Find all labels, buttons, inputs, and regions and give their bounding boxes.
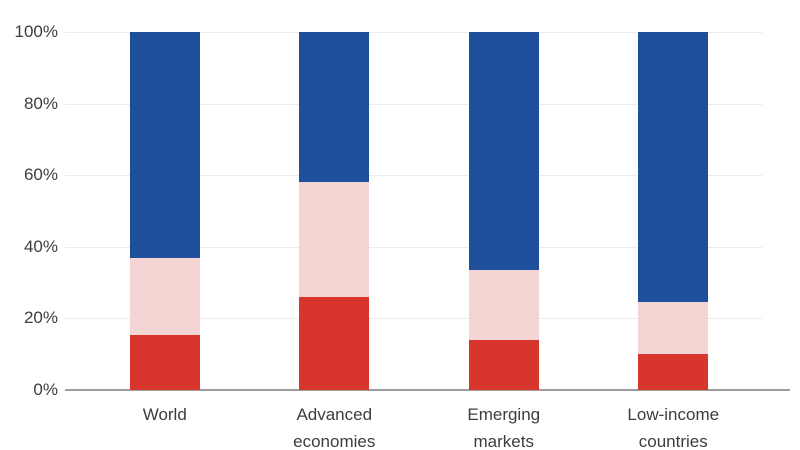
y-tick-20: 20% <box>23 308 58 328</box>
y-tick-60: 60% <box>23 165 58 185</box>
x-label-emerging-markets: Emerging markets <box>467 405 541 450</box>
bar-column-3 <box>589 32 759 390</box>
pink-middle-segment <box>299 182 370 297</box>
bar-column-0 <box>80 32 250 390</box>
x-label-advanced-economies: Advanced economies <box>293 405 376 450</box>
bar-column-2 <box>419 32 589 390</box>
plot-area <box>65 32 790 391</box>
blue-top-segment <box>468 32 539 271</box>
y-axis: 100% 80% 60% 40% 20% 0% <box>0 22 58 399</box>
y-tick-0: 0% <box>33 380 58 399</box>
stacked-bar <box>299 32 370 390</box>
gridline-80 <box>65 103 762 105</box>
stacked-bar <box>129 32 200 390</box>
gridline-100 <box>65 32 762 33</box>
bar-column-1 <box>250 32 420 390</box>
stacked-bar <box>468 32 539 390</box>
red-bottom-segment <box>638 354 709 390</box>
red-bottom-segment <box>129 334 200 390</box>
x-label-low-income-countries: Low-income countries <box>627 405 720 450</box>
pink-middle-segment <box>129 257 200 335</box>
x-axis-baseline <box>65 389 790 391</box>
gridline-40 <box>65 246 762 248</box>
gridline-60 <box>65 175 762 177</box>
y-tick-80: 80% <box>23 93 58 113</box>
red-bottom-segment <box>468 339 539 390</box>
blue-top-segment <box>129 32 200 258</box>
gridline-20 <box>65 318 762 320</box>
pink-middle-segment <box>468 270 539 340</box>
pink-middle-segment <box>638 302 709 355</box>
stacked-bar <box>638 32 709 390</box>
blue-top-segment <box>638 32 709 303</box>
y-tick-100: 100% <box>14 22 58 41</box>
bars-row <box>80 32 758 390</box>
x-axis-labels: World Advanced economies Emerging market… <box>80 401 758 450</box>
y-tick-40: 40% <box>23 236 58 256</box>
red-bottom-segment <box>299 296 370 390</box>
blue-top-segment <box>299 32 370 183</box>
x-label-world: World <box>142 405 187 424</box>
